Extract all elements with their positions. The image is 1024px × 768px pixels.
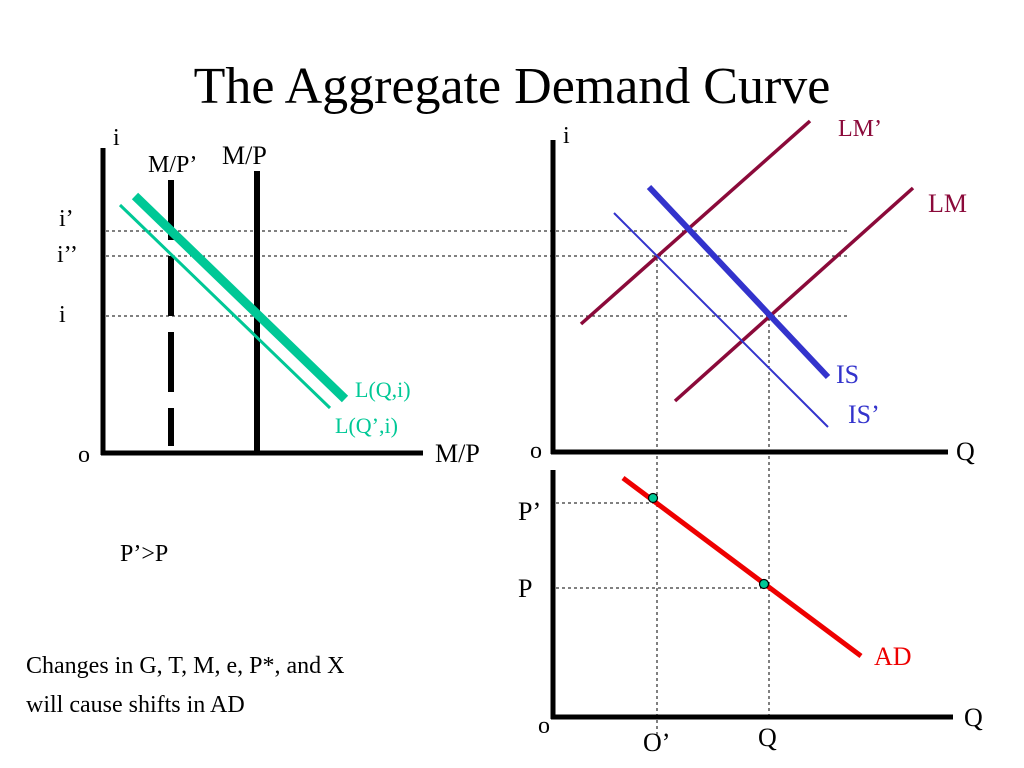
shifts-note-line-2: will cause shifts in AD [26, 692, 245, 718]
q-label: Q [758, 723, 777, 752]
is-lm-x-label: Q [956, 437, 975, 466]
is-lm-origin-label: o [530, 438, 542, 464]
is-label: IS [836, 360, 859, 389]
ad-point-new [647, 492, 659, 504]
q-new-label: O’ [643, 728, 670, 757]
money-demand-label: L(Q,i) [355, 377, 411, 402]
lm-new-curve [579, 119, 812, 326]
shifts-note-line-1: Changes in G, T, M, e, P*, and X [26, 653, 344, 679]
price-label: P [518, 574, 532, 603]
is-lm-y-label: i [563, 123, 570, 149]
rate-label-i-prime: i’ [59, 206, 74, 232]
lm-label: LM [928, 189, 967, 218]
is-new-label: IS’ [848, 400, 880, 429]
rate-label-i-double-prime: i’’ [57, 242, 78, 268]
is-curve [646, 184, 831, 380]
is-new-curve [613, 212, 829, 428]
money-market-x-label: M/P [435, 439, 480, 468]
money-demand-new-line [118, 203, 332, 410]
money-demand-new-label: L(Q’,i) [335, 413, 398, 438]
money-market-y-label: i [113, 125, 120, 151]
ad-curve [621, 475, 863, 659]
lm-new-label: LM’ [838, 116, 882, 142]
money-demand-line [131, 192, 349, 403]
price-comparison-note: P’>P [120, 541, 168, 567]
money-market-panel: i o M/P i’ i’’ i M/P’ M/P L(Q,i) L(Q’,i) [57, 125, 848, 468]
price-new-label: P’ [518, 497, 541, 526]
ad-panel: P’ P o Q O’ Q AD [518, 470, 983, 757]
money-market-origin-label: o [78, 442, 90, 468]
is-lm-panel: i o Q LM’ LM IS IS’ [530, 116, 975, 737]
page-title: The Aggregate Demand Curve [194, 58, 831, 115]
lm-curve [673, 186, 915, 403]
rate-label-i: i [59, 302, 66, 328]
money-supply-new-label: M/P’ [148, 152, 197, 178]
ad-point [758, 578, 770, 590]
ad-label: AD [874, 642, 912, 671]
ad-origin-label: o [538, 713, 550, 739]
money-supply-label: M/P [222, 141, 267, 170]
ad-x-label: Q [964, 703, 983, 732]
